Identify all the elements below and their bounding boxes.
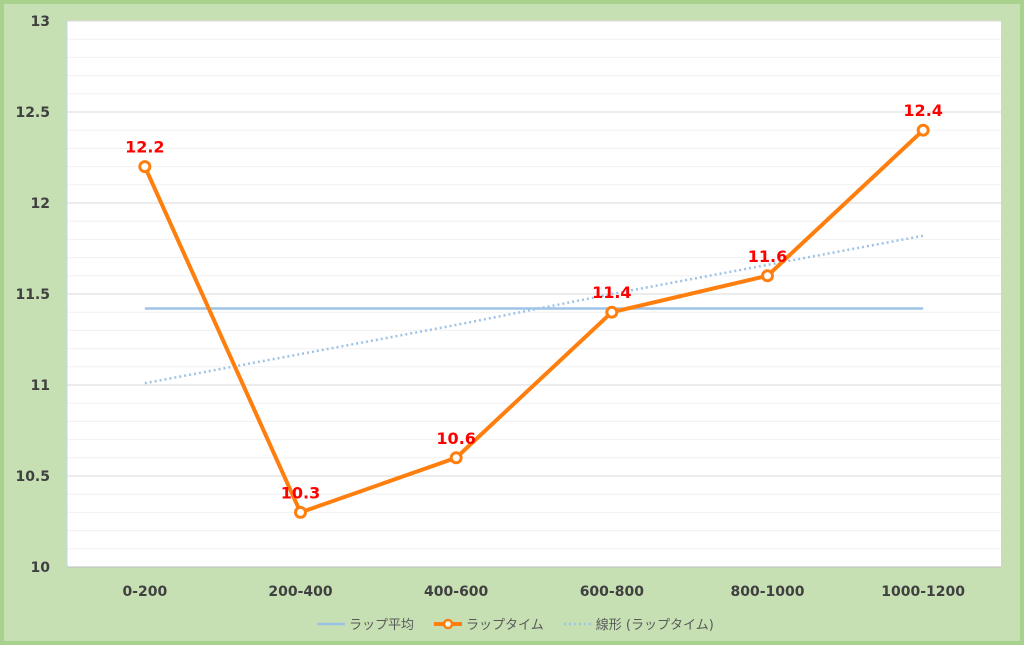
x-axis-tick-labels: 0-200 200-400 400-600 600-800 800-1000 1000-1… bbox=[122, 584, 965, 600]
series-layer bbox=[138, 123, 930, 519]
y-tick-label: 12 bbox=[31, 196, 50, 212]
trendline bbox=[144, 234, 924, 385]
x-tick-label: 1000-1200 bbox=[881, 584, 965, 600]
x-tick-label: 800-1000 bbox=[731, 584, 805, 600]
lap-time-point bbox=[916, 123, 930, 137]
x-tick-label: 400-600 bbox=[424, 584, 489, 600]
legend-key-marker bbox=[442, 618, 454, 630]
x-tick-label: 200-400 bbox=[268, 584, 333, 600]
y-tick-label: 13 bbox=[31, 14, 50, 30]
lap-time-point bbox=[449, 451, 463, 465]
lap-time-point bbox=[605, 305, 619, 319]
minor-gridlines bbox=[67, 38, 1001, 550]
data-label: 11.4 bbox=[592, 283, 631, 302]
lap-time-point bbox=[138, 160, 152, 174]
data-label: 10.6 bbox=[436, 429, 475, 448]
data-label: 11.6 bbox=[748, 247, 787, 266]
y-tick-label: 10.5 bbox=[15, 469, 50, 485]
data-label: 10.3 bbox=[281, 483, 320, 502]
y-tick-label: 12.5 bbox=[15, 105, 50, 121]
legend-label: ラップタイム bbox=[466, 618, 544, 633]
major-gridlines bbox=[66, 20, 1001, 568]
legend-label: 線形 (ラップタイム) bbox=[596, 617, 714, 633]
y-tick-label: 11.5 bbox=[15, 287, 50, 303]
legend: ラップ平均 ラップタイム 線形 (ラップタイム) bbox=[317, 617, 714, 633]
x-tick-label: 600-800 bbox=[580, 584, 645, 600]
data-labels: 12.2 10.3 10.6 11.4 11.6 12.4 bbox=[125, 101, 943, 502]
y-tick-label: 10 bbox=[31, 560, 51, 576]
lap-time-point bbox=[294, 505, 307, 519]
lap-time-line bbox=[143, 128, 925, 515]
legend-label: ラップ平均 bbox=[349, 618, 414, 633]
lap-time-point bbox=[761, 269, 774, 283]
x-tick-label: 0-200 bbox=[122, 584, 167, 600]
data-label: 12.2 bbox=[125, 138, 164, 157]
y-tick-label: 11 bbox=[31, 378, 50, 394]
data-label: 12.4 bbox=[903, 101, 942, 120]
y-axis-tick-labels: 10 10.5 11 11.5 12 12.5 13 bbox=[15, 14, 50, 576]
